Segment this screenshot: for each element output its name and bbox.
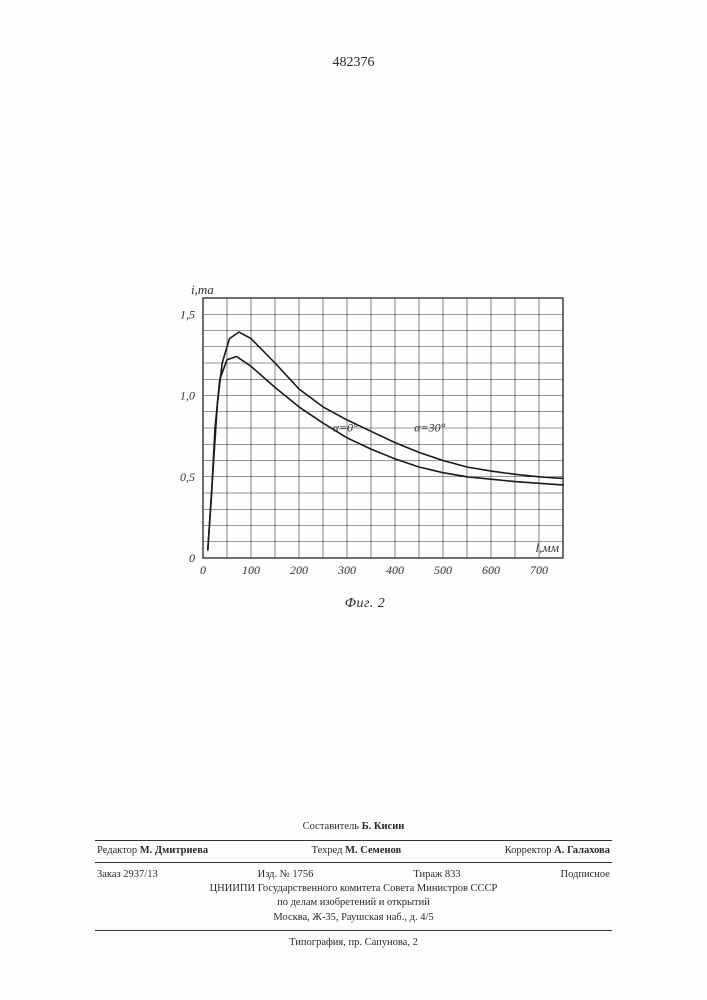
svg-text:700: 700 (530, 563, 548, 577)
tech-cell: Техред М. Семенов (312, 844, 402, 858)
compiler-line: Составитель Б. Кисин (95, 820, 612, 837)
tech-name: М. Семенов (345, 845, 401, 856)
org-line-1: ЦНИИПИ Государственного комитета Совета … (95, 882, 612, 896)
footer-block: Составитель Б. Кисин Редактор М. Дмитрие… (95, 820, 612, 950)
svg-text:500: 500 (434, 563, 452, 577)
svg-text:α=0°: α=0° (333, 420, 358, 434)
subscription: Подписное (561, 868, 610, 882)
corrector-name: А. Галахова (554, 845, 610, 856)
divider (95, 930, 612, 931)
svg-text:1,5: 1,5 (180, 307, 195, 321)
svg-text:1,0: 1,0 (180, 389, 195, 403)
org-block: ЦНИИПИ Государственного комитета Совета … (95, 882, 612, 928)
chart-container: 0 100 200 300 400 500 600 700 0 0,5 1,0 1,5 i,ma l,мм… (155, 280, 575, 612)
org-line-3: Москва, Ж-35, Раушская наб., д. 4/5 (95, 911, 612, 925)
editor-cell: Редактор М. Дмитриева (97, 844, 208, 858)
compiler-name: Б. Кисин (362, 821, 405, 832)
svg-text:α=30°: α=30° (414, 420, 445, 434)
svg-text:300: 300 (337, 563, 356, 577)
divider (95, 862, 612, 863)
corrector-cell: Корректор А. Галахова (505, 844, 610, 858)
figure-caption: Фиг. 2 (155, 596, 575, 612)
svg-text:0: 0 (200, 563, 206, 577)
svg-text:600: 600 (482, 563, 500, 577)
svg-text:l,мм: l,мм (536, 540, 559, 555)
order-number: Заказ 2937/13 (97, 868, 158, 882)
issue-number: Изд. № 1756 (258, 868, 314, 882)
svg-text:0: 0 (189, 551, 195, 565)
page-number: 482376 (0, 55, 707, 71)
credits-row: Редактор М. Дмитриева Техред М. Семенов … (95, 844, 612, 860)
svg-text:i,ma: i,ma (191, 282, 214, 297)
divider (95, 840, 612, 841)
org-line-2: по делам изобретений и открытий (95, 896, 612, 910)
order-row: Заказ 2937/13 Изд. № 1756 Тираж 833 Подп… (95, 866, 612, 882)
tech-prefix: Техред (312, 845, 343, 856)
compiler-prefix: Составитель (303, 821, 359, 832)
printer-line: Типография, пр. Сапунова, 2 (95, 934, 612, 950)
svg-text:400: 400 (386, 563, 404, 577)
svg-text:200: 200 (290, 563, 308, 577)
editor-prefix: Редактор (97, 845, 137, 856)
chart-svg: 0 100 200 300 400 500 600 700 0 0,5 1,0 1,5 i,ma l,мм… (155, 280, 575, 594)
corrector-prefix: Корректор (505, 845, 552, 856)
tirage: Тираж 833 (413, 868, 460, 882)
editor-name: М. Дмитриева (140, 845, 208, 856)
svg-text:100: 100 (242, 563, 260, 577)
svg-text:0,5: 0,5 (180, 470, 195, 484)
